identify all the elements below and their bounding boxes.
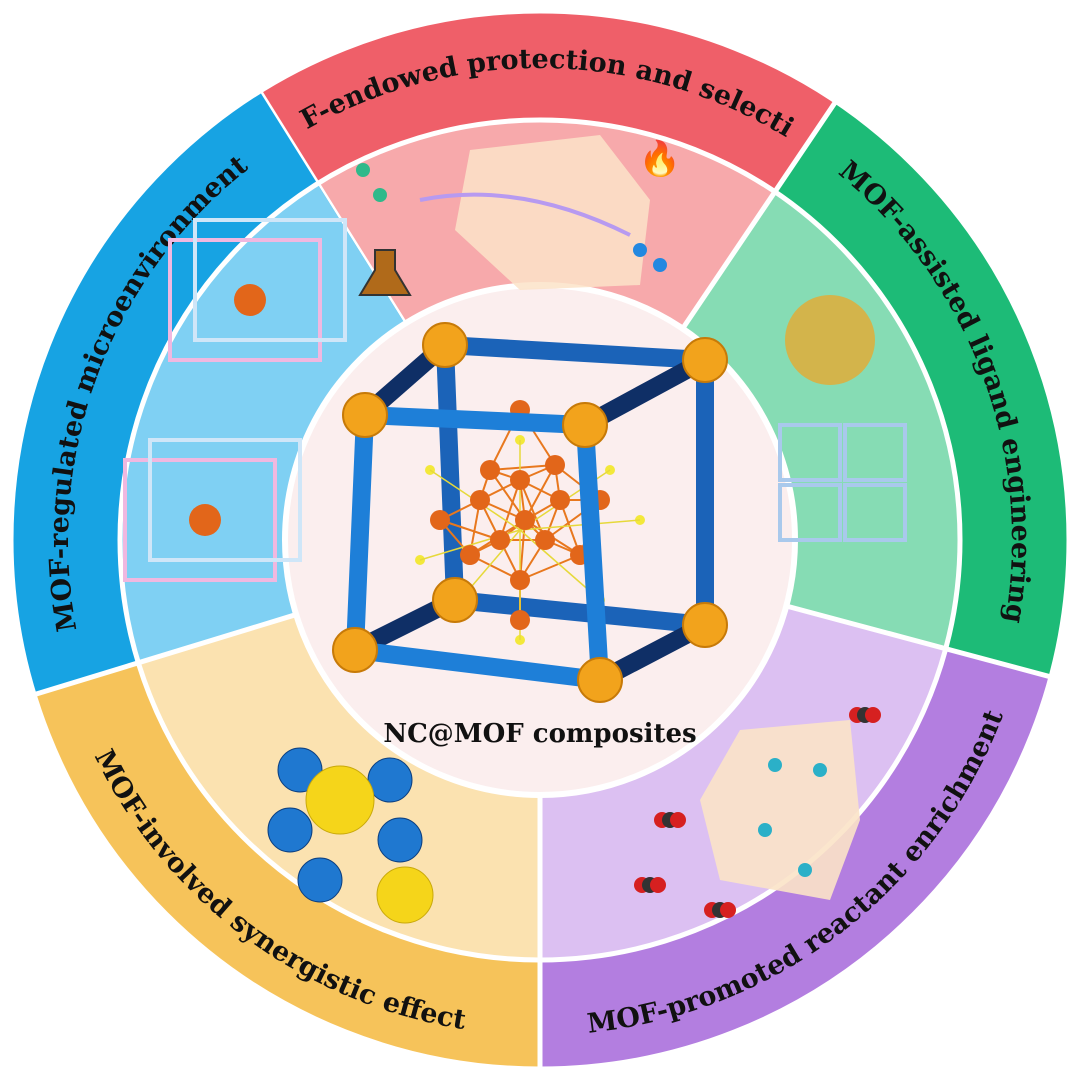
cluster-node: [377, 817, 423, 863]
metal-atom: [470, 490, 490, 510]
metal-atom: [515, 510, 535, 530]
sector-divider: [34, 612, 297, 697]
gold-cluster: [376, 866, 434, 924]
metal-atom: [545, 455, 565, 475]
mof-framework: [778, 423, 907, 542]
reactant-molecule: [768, 758, 782, 772]
metal-atom: [490, 530, 510, 550]
sectors: [10, 10, 1070, 1070]
cluster-node: [297, 857, 343, 903]
beaker-icon: [358, 249, 412, 296]
cluster-node: [277, 747, 323, 793]
water-drop-icon: [653, 258, 667, 272]
sector-divider: [785, 603, 1051, 680]
inner-ring: [117, 117, 963, 963]
cube-strut: [356, 406, 594, 434]
water-drop-icon: [633, 243, 647, 257]
metal-node: [682, 602, 728, 648]
sector-divider: [680, 100, 838, 330]
cluster-node: [267, 807, 313, 853]
metal-atom: [430, 510, 450, 530]
arrow-icon: [419, 192, 631, 237]
metal-node: [332, 627, 378, 673]
metal-node: [562, 402, 608, 448]
water-drop-icon: [356, 163, 370, 177]
water-drop-icon: [373, 188, 387, 202]
gold-cluster: [305, 765, 375, 835]
decorations: 🔥: [123, 135, 907, 924]
cluster-node: [367, 757, 413, 803]
cube-strut: [436, 336, 714, 369]
reactant-molecule: [758, 823, 772, 837]
metal-atom: [510, 610, 530, 630]
metal-node: [422, 322, 468, 368]
cube-strut: [346, 406, 374, 659]
cube-strut: [436, 336, 464, 609]
metal-node: [577, 657, 623, 703]
sector-inner-microenvironment: [119, 183, 405, 663]
metal-node: [682, 337, 728, 383]
fire-icon: 🔥: [639, 139, 681, 178]
reactant-molecule: [798, 863, 812, 877]
cube-strut: [446, 591, 714, 634]
metal-atom: [460, 545, 480, 565]
mof-crystal: [455, 135, 650, 290]
mof-cube-illustration: [332, 322, 728, 703]
reactant-molecule: [813, 763, 827, 777]
metal-atom: [510, 570, 530, 590]
mof-framework: [123, 438, 302, 582]
cube-strut: [346, 641, 609, 689]
metal-node: [432, 577, 478, 623]
cube-strut: [576, 416, 609, 689]
metal-atom: [510, 470, 530, 490]
metal-atom: [550, 490, 570, 510]
mof-framework: [168, 218, 347, 362]
metal-atom: [535, 530, 555, 550]
metal-node: [342, 392, 388, 438]
center-label: NC@MOF composites: [383, 719, 696, 749]
sector-inner-ligand: [682, 191, 960, 649]
metal-atom: [480, 460, 500, 480]
ligand-cluster: [785, 295, 875, 385]
